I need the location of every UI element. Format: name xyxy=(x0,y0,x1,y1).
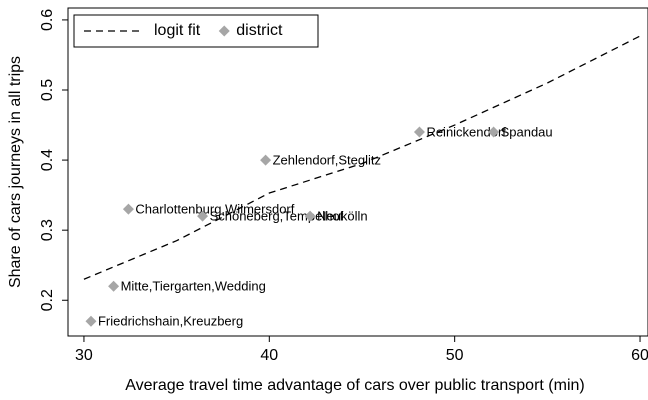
point-label: Reinickendorf xyxy=(426,124,506,139)
legend-label: logit fit xyxy=(154,22,201,39)
point xyxy=(488,126,500,138)
point-label: Zehlendorf,Steglitz xyxy=(273,153,381,168)
x-tick-label: 40 xyxy=(260,347,278,364)
point xyxy=(304,210,316,222)
fit-line xyxy=(83,35,641,280)
point xyxy=(122,203,134,215)
y-tick-label: 0.2 xyxy=(39,289,56,311)
point xyxy=(85,315,97,327)
x-tick-label: 60 xyxy=(631,347,648,364)
x-tick-label: 30 xyxy=(75,347,93,364)
y-axis-label: Share of cars journeys in all trips xyxy=(7,56,24,288)
x-tick-label: 50 xyxy=(446,347,464,364)
x-axis-label: Average travel time advantage of cars ov… xyxy=(125,377,584,394)
point-label: Charlottenburg,Wilmersdorf xyxy=(135,202,294,217)
y-tick-label: 0.3 xyxy=(39,219,56,241)
point-label: Mitte,Tiergarten,Wedding xyxy=(121,279,266,294)
legend-marker xyxy=(218,25,230,37)
y-tick-label: 0.6 xyxy=(39,9,56,31)
point xyxy=(260,154,272,166)
point xyxy=(197,210,209,222)
point xyxy=(108,280,120,292)
point-label: Friedrichshain,Kreuzberg xyxy=(98,314,243,329)
point xyxy=(413,126,425,138)
y-tick-label: 0.5 xyxy=(39,79,56,101)
legend-label: district xyxy=(236,22,283,39)
point-label: Spandau xyxy=(501,124,553,139)
point-label: Neukölln xyxy=(317,209,368,224)
plot-frame xyxy=(67,7,648,337)
y-tick-label: 0.4 xyxy=(39,149,56,171)
legend: logit fit district xyxy=(73,14,319,48)
